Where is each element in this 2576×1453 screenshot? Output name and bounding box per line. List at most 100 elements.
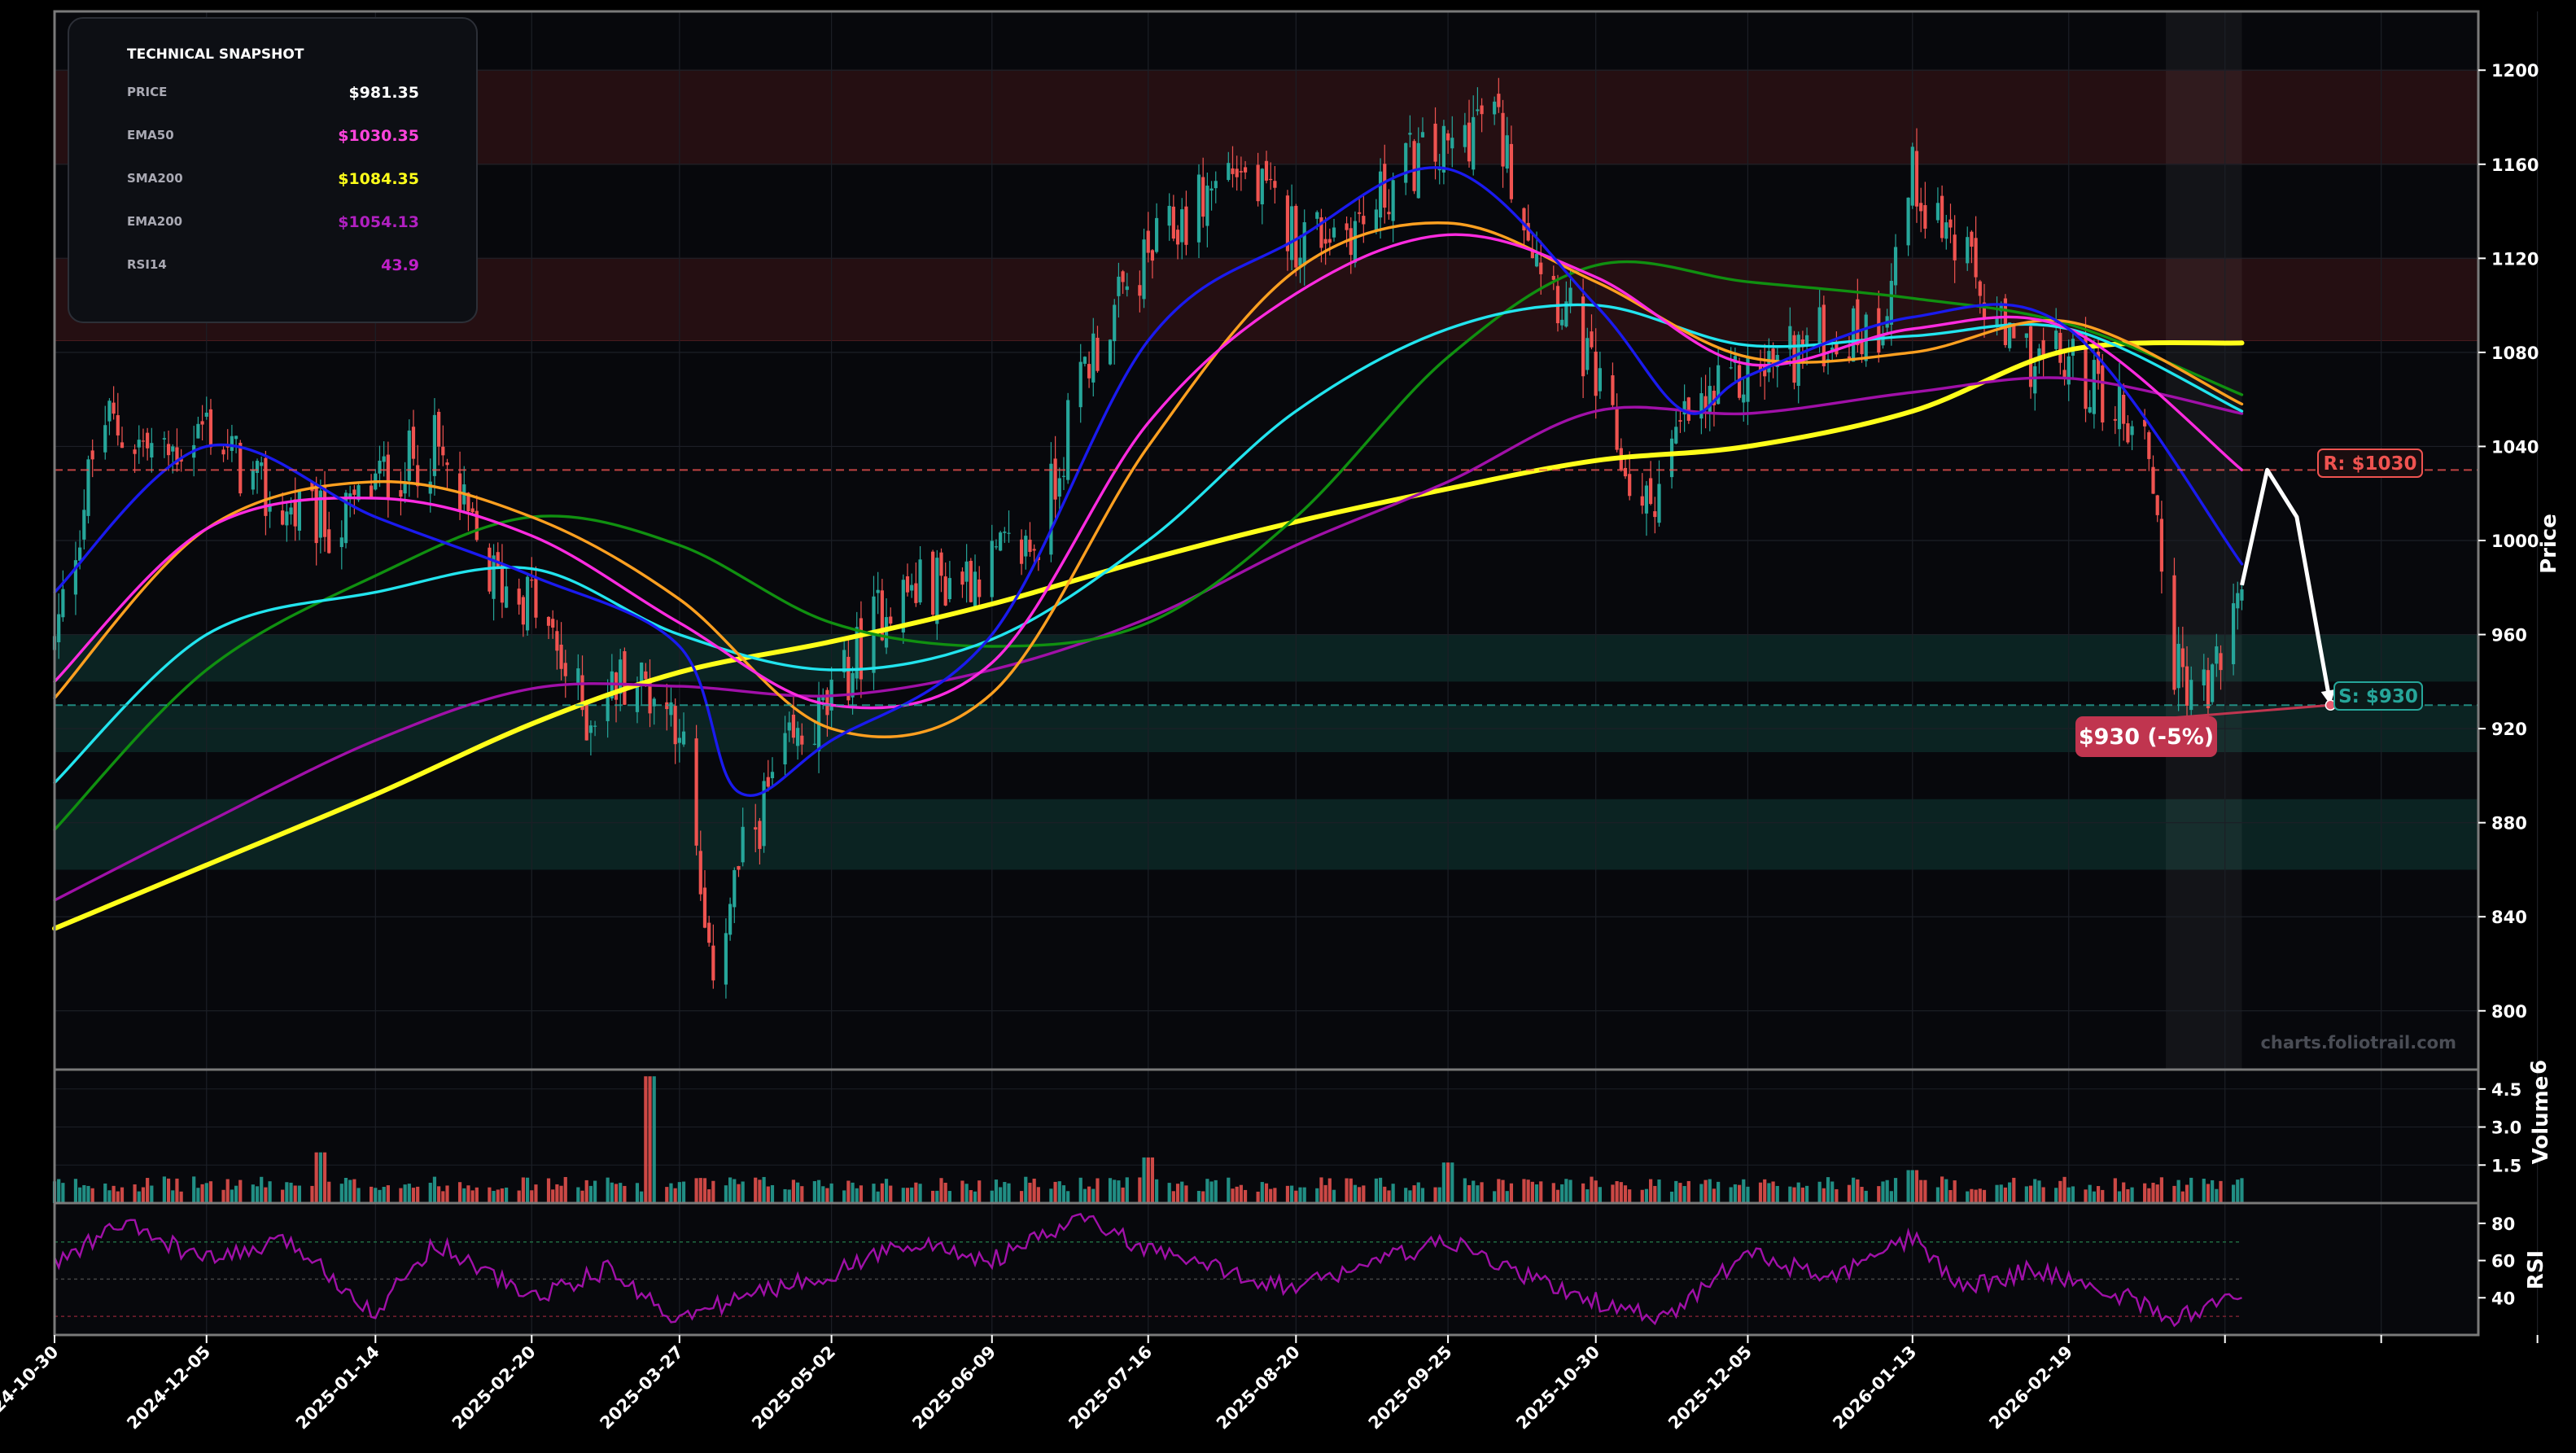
- volume-bar: [1594, 1180, 1598, 1203]
- candle-body: [588, 725, 593, 733]
- candle-body: [1155, 217, 1159, 252]
- candle-body: [1404, 142, 1408, 183]
- volume-bar: [1830, 1181, 1835, 1203]
- volume-bar: [1889, 1191, 1893, 1203]
- candle-body: [1560, 319, 1564, 326]
- volume-bar: [2155, 1184, 2159, 1203]
- volume-bar: [1290, 1185, 1294, 1203]
- volume-bar: [1767, 1183, 1771, 1203]
- candle-body: [1028, 539, 1032, 553]
- candle-body: [339, 537, 343, 548]
- candle-body: [1201, 177, 1205, 217]
- candle-body: [1066, 400, 1070, 480]
- candle-body: [559, 644, 563, 669]
- volume-bar: [1184, 1185, 1188, 1203]
- volume-bar: [530, 1190, 534, 1203]
- resistance-label-text: R: $1030: [2324, 453, 2417, 475]
- candle-body: [2211, 664, 2215, 702]
- candle-body: [1205, 186, 1209, 226]
- candle-body: [322, 485, 327, 537]
- candle-body: [635, 685, 640, 712]
- candle-body: [407, 430, 411, 481]
- volume-axis-label: Volume: [2529, 1076, 2553, 1165]
- candle-body: [901, 580, 905, 633]
- volume-bar: [1420, 1188, 1425, 1203]
- candle-body: [82, 510, 86, 540]
- volume-bar: [260, 1176, 264, 1203]
- volume-bar: [1804, 1185, 1809, 1203]
- volume-bar: [1412, 1185, 1416, 1203]
- volume-bar: [1362, 1185, 1366, 1203]
- price-tick-label: 1080: [2491, 344, 2539, 363]
- candle-body: [343, 492, 348, 544]
- candle-body: [943, 576, 947, 606]
- candle-body: [1290, 206, 1294, 260]
- volume-bar: [492, 1190, 496, 1203]
- candle-body: [179, 458, 183, 462]
- candle-body: [1378, 171, 1383, 218]
- candle-body: [1480, 105, 1484, 115]
- volume-bar: [179, 1191, 183, 1203]
- candle-body: [1906, 197, 1910, 246]
- candle-body: [171, 446, 175, 452]
- candle-body: [525, 576, 530, 631]
- candle-body: [947, 578, 951, 600]
- volume-bar: [1763, 1179, 1767, 1203]
- volume-bar: [1995, 1184, 1999, 1203]
- volume-bar: [1117, 1180, 1121, 1203]
- volume-bar: [563, 1176, 567, 1203]
- candle-body: [1623, 467, 1628, 477]
- candle-body: [1804, 335, 1809, 347]
- volume-bar: [171, 1190, 175, 1203]
- volume-bar: [580, 1190, 584, 1203]
- volume-bar: [1243, 1189, 1248, 1203]
- volume-bar: [2240, 1178, 2244, 1203]
- indicator-line-ema100: [53, 260, 2244, 831]
- volume-bar: [1175, 1184, 1180, 1203]
- candle-body: [733, 869, 737, 908]
- candle-body: [86, 459, 90, 516]
- volume-bar: [1108, 1178, 1113, 1203]
- candle-body: [1184, 206, 1188, 245]
- candle-body: [1948, 219, 1953, 228]
- candle-body: [1231, 168, 1235, 174]
- volume-bar: [1196, 1190, 1201, 1203]
- rsi-tick-label: 60: [2491, 1252, 2515, 1271]
- volume-bar: [2176, 1179, 2180, 1203]
- candle-body: [673, 706, 677, 745]
- candle-body: [1024, 536, 1028, 557]
- target-label: $930 (-5%): [2075, 716, 2217, 757]
- candle-body: [1864, 314, 1868, 361]
- volume-bar: [2092, 1191, 2096, 1203]
- candle-body: [770, 772, 775, 778]
- volume-bar: [285, 1182, 289, 1203]
- volume-bar: [1138, 1177, 1142, 1203]
- volume-bar: [741, 1181, 745, 1203]
- volume-bar: [999, 1187, 1003, 1203]
- volume-bar: [1822, 1188, 1826, 1203]
- candle-body: [1082, 357, 1087, 364]
- candle-body: [1493, 101, 1497, 115]
- candle-body: [1974, 238, 1978, 278]
- candle-body: [910, 584, 914, 591]
- candle-body: [791, 715, 796, 738]
- volume-bar: [1113, 1179, 1117, 1203]
- volume-bar: [1906, 1170, 1910, 1203]
- candle-body: [1935, 203, 1940, 221]
- candle-body: [1332, 227, 1336, 238]
- candle-body: [1611, 375, 1615, 405]
- candle-body: [999, 532, 1003, 551]
- volume-bar: [1623, 1185, 1628, 1203]
- candle-body: [2151, 466, 2155, 494]
- candle-body: [741, 826, 745, 863]
- candle-body: [1729, 367, 1733, 369]
- volume-bar: [1437, 1187, 1441, 1203]
- volume-bar: [1669, 1191, 1674, 1203]
- candle-body: [1358, 212, 1362, 214]
- candle-body: [2240, 589, 2244, 601]
- candle-body: [1564, 301, 1568, 327]
- candle-body: [1966, 237, 1970, 264]
- volume-bar: [1082, 1188, 1087, 1203]
- candle-body: [1657, 484, 1661, 523]
